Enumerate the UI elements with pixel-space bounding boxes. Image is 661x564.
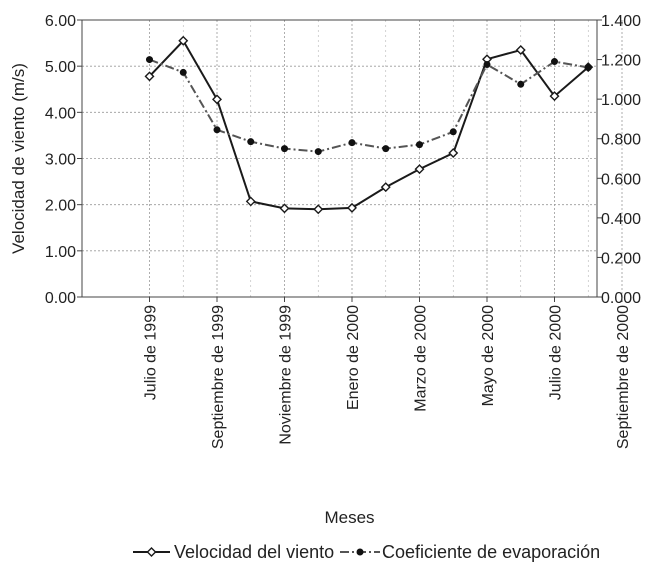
left-y-tick-label: 5.00 [45, 59, 76, 76]
data-point-coeficiente [180, 69, 187, 76]
right-y-tick-label: 1.000 [601, 92, 641, 109]
x-axis-title: Meses [324, 508, 374, 527]
data-point-coeficiente [551, 58, 558, 65]
data-point-velocidad [449, 149, 457, 157]
data-point-coeficiente [146, 56, 153, 63]
right-y-tick-label: 0.000 [601, 290, 641, 307]
legend-item-coeficiente: Coeficiente de evaporación [340, 542, 600, 562]
x-axis: Julio de 1999 Septiembre de 1999 Noviembre… [143, 297, 633, 449]
right-y-tick-label: 1.400 [601, 13, 641, 30]
left-y-tick-label: 6.00 [45, 13, 76, 30]
data-point-coeficiente [247, 138, 254, 145]
right-y-axis: 0.000 0.200 0.400 0.600 0.800 1.000 1.200 1.400 [597, 13, 641, 307]
left-y-tick-label: 0.00 [45, 290, 76, 307]
series-coeficiente [146, 56, 592, 155]
data-point-coeficiente [281, 145, 288, 152]
x-tick-label: Enero de 2000 [345, 305, 362, 410]
x-tick-label: Septiembre de 2000 [615, 305, 632, 449]
legend-marker-velocidad [148, 548, 156, 556]
x-tick-label: Marzo de 2000 [413, 305, 430, 412]
legend-label-coeficiente: Coeficiente de evaporación [382, 542, 600, 562]
left-y-tick-label: 4.00 [45, 105, 76, 122]
legend: Velocidad del viento Coeficiente de evap… [133, 542, 600, 562]
right-y-tick-label: 0.600 [601, 171, 641, 188]
legend-label-velocidad: Velocidad del viento [174, 542, 334, 562]
x-tick-label: Mayo de 2000 [480, 305, 497, 407]
data-point-coeficiente [349, 139, 356, 146]
left-y-tick-label: 1.00 [45, 244, 76, 261]
data-point-velocidad [416, 165, 424, 173]
data-point-coeficiente [382, 145, 389, 152]
data-point-velocidad [314, 205, 322, 213]
right-y-tick-label: 0.800 [601, 132, 641, 149]
right-y-tick-label: 0.400 [601, 211, 641, 228]
data-point-coeficiente [484, 61, 491, 68]
legend-marker-coeficiente [357, 549, 364, 556]
data-point-coeficiente [315, 148, 322, 155]
data-point-velocidad [247, 197, 255, 205]
x-tick-label: Julio de 1999 [143, 305, 160, 400]
data-point-coeficiente [517, 81, 524, 88]
series-line-coeficiente [150, 60, 589, 152]
series-velocidad [146, 37, 593, 214]
right-y-tick-label: 1.200 [601, 53, 641, 70]
data-point-velocidad [213, 95, 221, 103]
left-y-tick-label: 2.00 [45, 198, 76, 215]
right-y-tick-label: 0.200 [601, 250, 641, 267]
x-tick-label: Julio de 2000 [548, 305, 565, 400]
x-tick-label: Noviembre de 1999 [278, 305, 295, 445]
data-point-coeficiente [416, 141, 423, 148]
series-layer [146, 37, 593, 214]
data-point-velocidad [281, 204, 289, 212]
y-axis-title: Velocidad de viento (m/s) [9, 63, 28, 254]
data-point-coeficiente [585, 64, 592, 71]
data-point-coeficiente [214, 126, 221, 133]
x-tick-label: Septiembre de 1999 [210, 305, 227, 449]
data-point-coeficiente [450, 128, 457, 135]
left-y-tick-label: 3.00 [45, 152, 76, 169]
legend-item-velocidad: Velocidad del viento [133, 542, 334, 562]
left-y-axis: 0.00 1.00 2.00 3.00 4.00 5.00 6.00 [45, 13, 82, 307]
